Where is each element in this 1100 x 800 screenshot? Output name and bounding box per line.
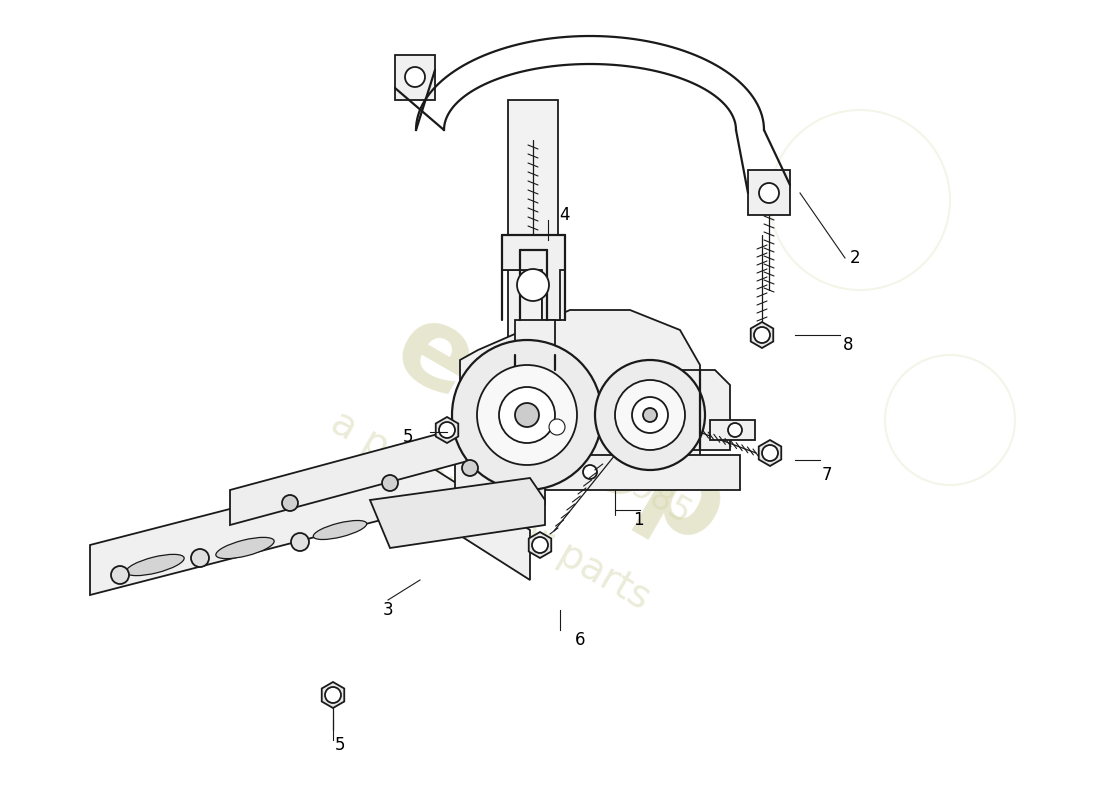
Polygon shape [436, 417, 459, 443]
Text: 5: 5 [403, 428, 414, 446]
Text: europ: europ [375, 292, 745, 568]
Circle shape [632, 397, 668, 433]
Circle shape [439, 422, 455, 438]
Polygon shape [455, 455, 740, 490]
Circle shape [191, 549, 209, 567]
Polygon shape [529, 532, 551, 558]
Circle shape [282, 495, 298, 511]
Polygon shape [230, 420, 544, 525]
Circle shape [499, 387, 556, 443]
Circle shape [324, 687, 341, 703]
Text: 8: 8 [843, 336, 854, 354]
Polygon shape [759, 440, 781, 466]
Circle shape [644, 408, 657, 422]
Text: 2: 2 [849, 249, 860, 267]
Circle shape [292, 533, 309, 551]
Text: since 1985: since 1985 [522, 410, 697, 530]
Ellipse shape [125, 554, 184, 576]
Circle shape [583, 465, 597, 479]
Text: 1: 1 [632, 511, 644, 529]
Text: 6: 6 [574, 631, 585, 649]
Circle shape [382, 475, 398, 491]
Polygon shape [748, 170, 790, 215]
Text: 4: 4 [560, 206, 570, 224]
Circle shape [595, 360, 705, 470]
Polygon shape [370, 478, 544, 548]
Text: 3: 3 [383, 601, 394, 619]
Polygon shape [460, 310, 700, 475]
Circle shape [762, 445, 778, 461]
Ellipse shape [216, 538, 274, 558]
Polygon shape [502, 235, 565, 320]
Circle shape [477, 365, 578, 465]
Circle shape [549, 419, 565, 435]
Polygon shape [90, 460, 530, 595]
Polygon shape [395, 55, 434, 100]
Circle shape [402, 514, 419, 532]
Polygon shape [515, 320, 556, 355]
Polygon shape [321, 682, 344, 708]
Circle shape [452, 340, 602, 490]
Polygon shape [660, 370, 730, 450]
Text: 5: 5 [334, 736, 345, 754]
Circle shape [532, 537, 548, 553]
Polygon shape [710, 420, 755, 440]
Text: a passion for parts: a passion for parts [323, 403, 657, 617]
Circle shape [517, 269, 549, 301]
Circle shape [759, 183, 779, 203]
Polygon shape [508, 100, 558, 430]
Polygon shape [502, 235, 565, 320]
Circle shape [754, 327, 770, 343]
Circle shape [462, 460, 478, 476]
Circle shape [405, 67, 425, 87]
Circle shape [615, 380, 685, 450]
Circle shape [111, 566, 129, 584]
Text: 7: 7 [822, 466, 833, 484]
Circle shape [515, 403, 539, 427]
Circle shape [728, 423, 743, 437]
Polygon shape [750, 322, 773, 348]
Ellipse shape [314, 521, 366, 539]
